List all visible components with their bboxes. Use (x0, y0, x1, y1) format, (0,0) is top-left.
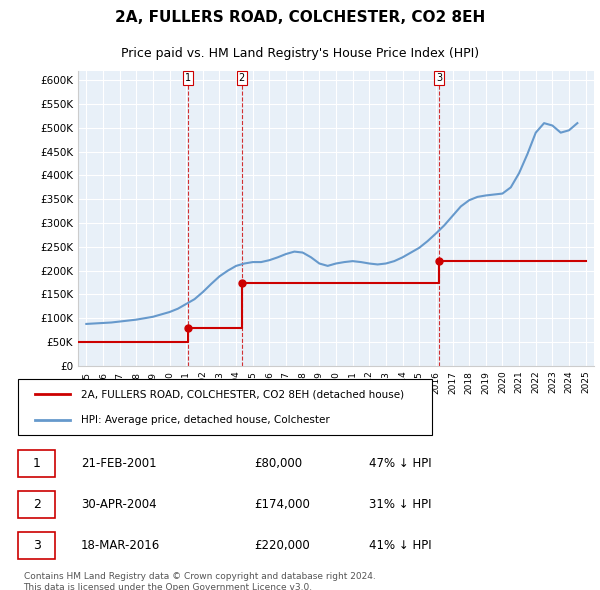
Text: 2A, FULLERS ROAD, COLCHESTER, CO2 8EH (detached house): 2A, FULLERS ROAD, COLCHESTER, CO2 8EH (d… (81, 389, 404, 399)
Text: £174,000: £174,000 (254, 498, 310, 512)
Text: 21-FEB-2001: 21-FEB-2001 (81, 457, 157, 470)
Text: 3: 3 (33, 539, 41, 552)
Text: £80,000: £80,000 (254, 457, 302, 470)
FancyBboxPatch shape (18, 379, 433, 435)
Text: 18-MAR-2016: 18-MAR-2016 (81, 539, 160, 552)
Text: £220,000: £220,000 (254, 539, 310, 552)
Text: 1: 1 (33, 457, 41, 470)
Text: 2A, FULLERS ROAD, COLCHESTER, CO2 8EH: 2A, FULLERS ROAD, COLCHESTER, CO2 8EH (115, 10, 485, 25)
Text: 1: 1 (185, 73, 191, 83)
Text: 2: 2 (33, 498, 41, 512)
Text: 3: 3 (436, 73, 442, 83)
Text: HPI: Average price, detached house, Colchester: HPI: Average price, detached house, Colc… (81, 415, 330, 425)
Text: Price paid vs. HM Land Registry's House Price Index (HPI): Price paid vs. HM Land Registry's House … (121, 47, 479, 60)
Text: 2: 2 (238, 73, 245, 83)
Text: 30-APR-2004: 30-APR-2004 (81, 498, 157, 512)
Text: 47% ↓ HPI: 47% ↓ HPI (369, 457, 432, 470)
FancyBboxPatch shape (18, 450, 55, 477)
FancyBboxPatch shape (18, 532, 55, 559)
Text: Contains HM Land Registry data © Crown copyright and database right 2024.
This d: Contains HM Land Registry data © Crown c… (23, 572, 375, 590)
FancyBboxPatch shape (18, 491, 55, 519)
Text: 41% ↓ HPI: 41% ↓ HPI (369, 539, 432, 552)
Text: 31% ↓ HPI: 31% ↓ HPI (369, 498, 431, 512)
